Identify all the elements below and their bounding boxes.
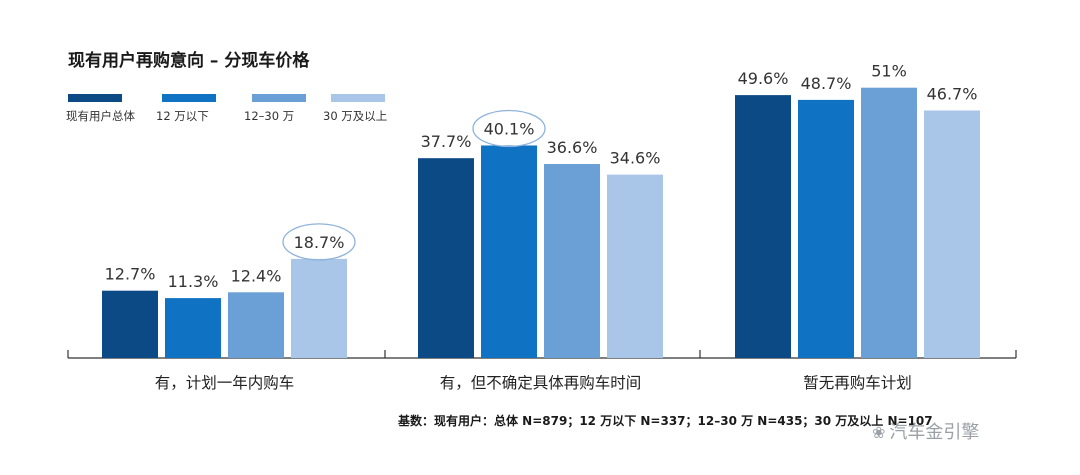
bar-1-3	[607, 174, 663, 358]
data-label-2-0: 49.6%	[738, 69, 789, 88]
watermark-text: 汽车金引擎	[889, 422, 980, 443]
legend-swatch-over-30	[331, 94, 385, 102]
legend-label-overall: 现有用户总体	[66, 109, 135, 123]
data-label-2-1: 48.7%	[801, 74, 852, 93]
data-label-2-2: 51%	[871, 62, 907, 81]
bar-2-0	[735, 95, 791, 359]
sample-size-note: 基数：现有用户：总体 N=879；12 万以下 N=337；12–30 万 N=…	[398, 414, 933, 428]
bar-0-1	[165, 298, 221, 358]
highlight-ellipse-1-1	[472, 109, 546, 148]
wechat-icon: ❀	[872, 423, 886, 442]
category-label-1: 有，但不确定具体再购车时间	[440, 374, 642, 392]
bar-0-3	[291, 258, 347, 358]
bar-1-2	[544, 164, 600, 358]
data-label-0-1: 11.3%	[168, 272, 219, 291]
bar-1-1	[481, 145, 537, 358]
category-label-0: 有，计划一年内购车	[155, 374, 295, 392]
data-label-0-3: 18.7%	[294, 233, 345, 252]
data-label-0-0: 12.7%	[105, 265, 156, 284]
watermark: ❀ 汽车金引擎	[872, 418, 979, 444]
legend-swatch-overall	[68, 94, 122, 102]
chart-title: 现有用户再购意向 – 分现车价格	[68, 51, 310, 71]
highlight-ellipse-0-3	[282, 223, 356, 261]
data-label-2-3: 46.7%	[927, 84, 978, 103]
legend-label-12-30: 12–30 万	[244, 109, 295, 123]
data-label-1-1: 40.1%	[484, 119, 535, 138]
data-label-1-2: 36.6%	[547, 138, 598, 157]
data-label-1-3: 34.6%	[610, 149, 661, 168]
bar-2-1	[798, 99, 854, 358]
legend-label-under-12: 12 万以下	[156, 109, 209, 123]
bar-2-2	[861, 87, 917, 358]
bar-2-3	[924, 110, 980, 359]
legend-swatch-12-30	[252, 94, 306, 102]
legend-label-over-30: 30 万及以上	[323, 109, 388, 123]
bar-0-2	[228, 292, 284, 358]
bar-1-0	[418, 158, 474, 358]
legend-swatch-under-12	[162, 94, 216, 102]
data-label-0-2: 12.4%	[231, 266, 282, 285]
data-label-1-0: 37.7%	[421, 132, 472, 151]
bar-0-0	[102, 290, 158, 358]
category-label-2: 暂无再购车计划	[803, 374, 912, 392]
